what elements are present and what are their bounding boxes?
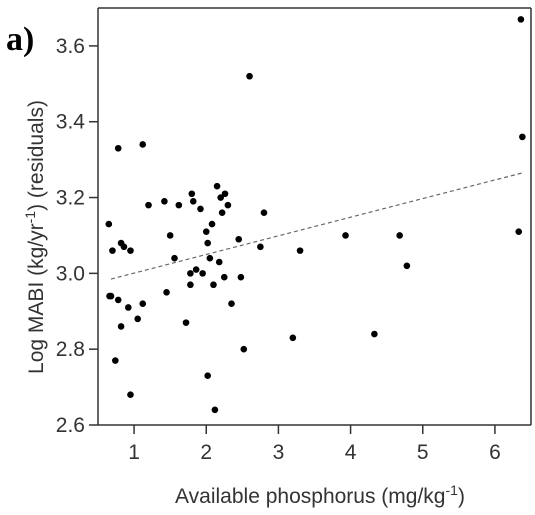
data-point [206,254,214,262]
data-point [218,209,226,217]
x-axis-label-superscript: -1 [445,482,458,498]
y-tick-label: 2.8 [56,338,85,361]
data-point [240,345,248,353]
data-point [217,194,224,201]
data-point [192,266,200,273]
trend-line [110,172,523,280]
y-tick-label: 3.2 [56,187,85,210]
data-point [145,201,152,209]
data-point [175,201,183,209]
data-point [517,16,525,23]
x-axis-label-end: ) [458,485,465,508]
y-tick-label: 2.6 [56,414,85,437]
y-axis-label-main: Log MABI (kg/yr [25,223,48,374]
data-point [403,262,411,270]
panel-label: a) [6,21,34,58]
data-point [213,182,221,190]
data-point [237,273,245,281]
y-axis-ticks: 2.6 2.8 3.0 3.2 3.4 3.6 [56,35,98,437]
data-point [188,190,196,198]
data-point [105,220,113,228]
data-point [139,300,147,307]
plot-frame [97,7,532,426]
x-tick-label: 6 [489,441,501,464]
data-point [107,292,115,300]
data-point [171,254,178,262]
y-tick-label: 3.6 [56,35,85,58]
y-axis-label: Log MABI (kg/yr-1) (residuals) [22,100,48,374]
x-tick-label: 2 [200,441,212,464]
data-point [221,190,229,198]
data-point [220,273,228,281]
x-tick-label: 3 [273,441,285,464]
data-point [246,72,253,80]
data-point [202,228,210,235]
data-point [210,281,217,289]
data-point [114,296,122,304]
data-point [125,304,132,311]
data-point [224,201,232,209]
data-point [166,232,174,239]
data-point [296,247,304,254]
data-point [139,141,147,148]
x-tick-label: 5 [417,441,429,464]
data-point [109,247,116,254]
data-point [187,270,194,277]
data-point [112,357,119,364]
data-point [161,198,168,205]
data-point [163,289,170,296]
data-point [257,243,264,251]
data-point [515,228,523,235]
data-point [208,220,216,228]
x-tick-label: 4 [345,441,357,464]
data-point [204,372,211,380]
data-points [105,16,526,414]
data-point [189,198,197,205]
data-point [371,330,378,338]
data-point [260,209,268,217]
data-point [396,232,403,239]
y-tick-label: 3.0 [56,262,85,285]
data-point [114,144,122,152]
data-point [228,300,235,307]
data-point [197,205,204,213]
data-point [215,258,223,266]
x-axis-label-main: Available phosphorus (mg/kg [175,485,445,508]
y-axis-label-end: ) (residuals) [25,100,48,211]
y-axis-label-superscript: -1 [22,211,38,224]
data-point [235,235,243,243]
data-point [342,232,349,239]
data-point [289,334,297,342]
data-point [199,270,206,277]
y-tick-label: 3.4 [56,111,86,134]
data-point [204,239,211,247]
x-axis-ticks: 1 2 3 4 5 6 [128,425,501,464]
x-axis-label: Available phosphorus (mg/kg-1) [175,482,465,508]
x-tick-label: 1 [128,441,140,464]
data-point [519,133,526,141]
data-point [117,323,125,330]
data-point [120,243,128,251]
data-point [127,247,134,254]
data-point [134,315,141,323]
data-point [211,406,219,414]
data-point [182,319,190,326]
data-point [187,281,194,289]
data-point [127,391,134,398]
